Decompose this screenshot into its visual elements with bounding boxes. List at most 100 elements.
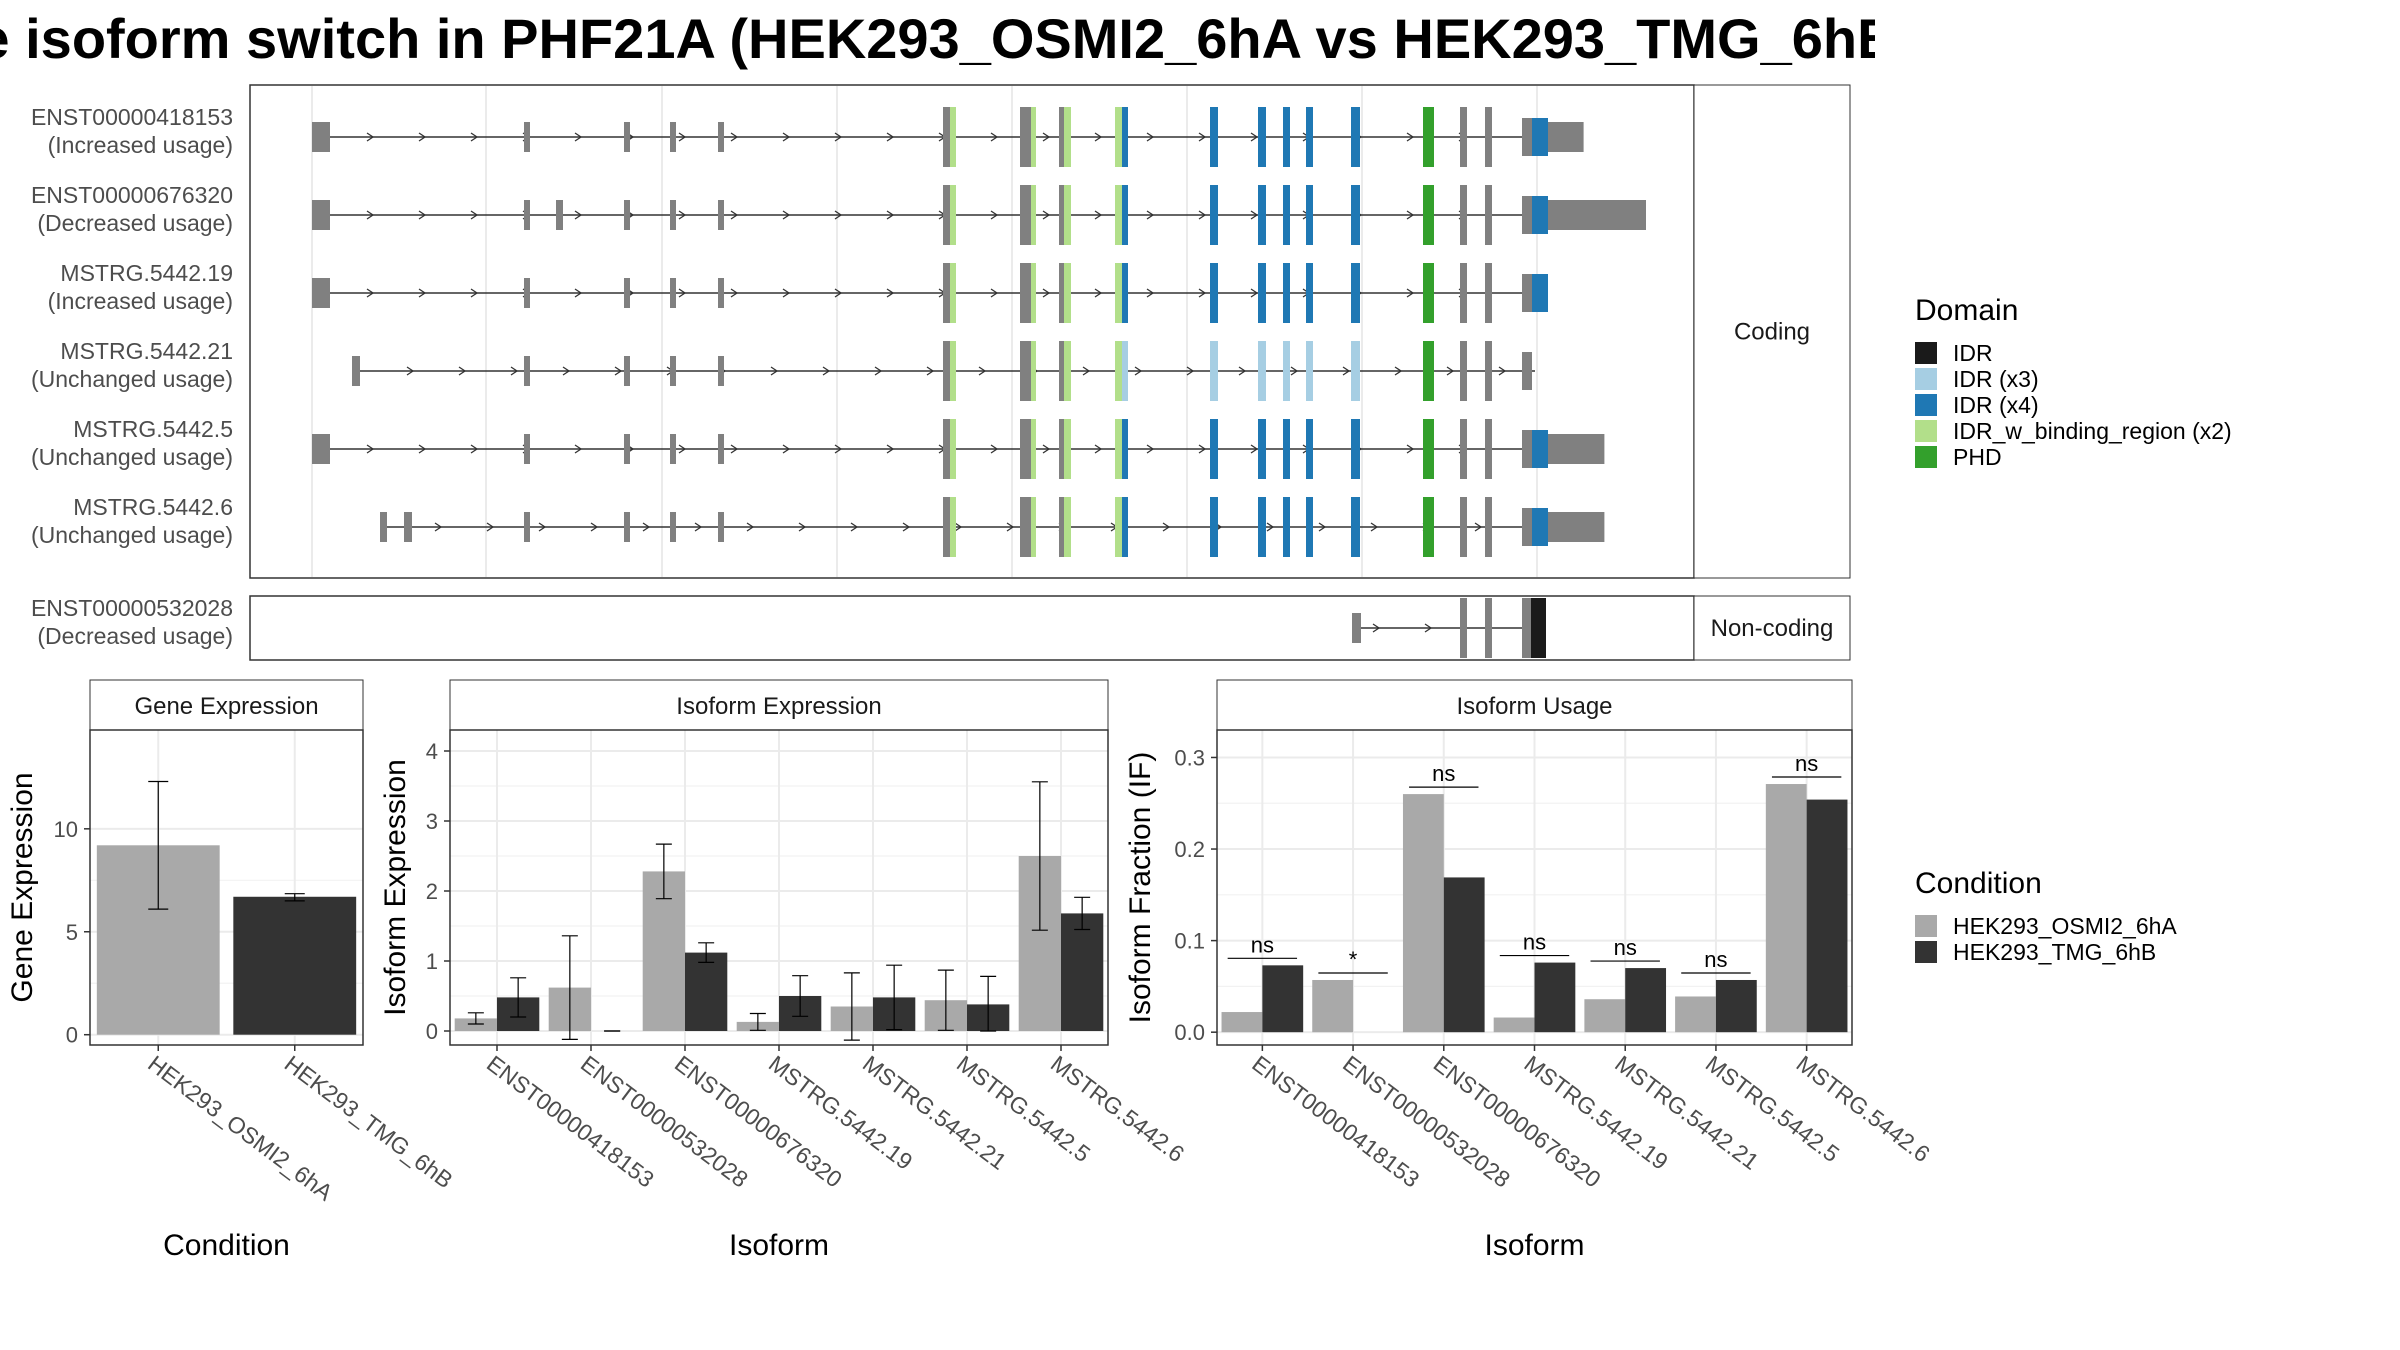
exon (1059, 263, 1064, 323)
intron-arrow (990, 132, 999, 142)
legend-key (1915, 394, 1937, 416)
intron-arrow (990, 210, 999, 220)
intron-arrow (694, 522, 703, 532)
utr-exon (1522, 196, 1532, 234)
intron-arrow (418, 444, 427, 454)
significance-label: ns (1432, 761, 1455, 786)
intron-arrow (1094, 288, 1103, 298)
exon (624, 122, 630, 152)
domain-segment (1031, 263, 1036, 323)
exon (943, 107, 950, 167)
exon (1460, 497, 1467, 557)
utr-exon (352, 356, 360, 386)
exon (1115, 419, 1122, 479)
intron-arrow (1082, 366, 1091, 376)
y-tick-label: 4 (426, 739, 438, 764)
intron-arrow (1134, 366, 1143, 376)
intron-arrow (782, 132, 791, 142)
exon (1115, 497, 1122, 557)
exon (1351, 185, 1360, 245)
transcript-id: ENST00000532028 (31, 595, 233, 621)
domain-segment (950, 497, 956, 557)
intron-arrow (678, 288, 687, 298)
intron-arrow (418, 288, 427, 298)
domain-segment (1532, 430, 1548, 468)
y-axis-title: Gene Expression (6, 772, 39, 1002)
intron-arrow (730, 132, 739, 142)
intron-arrow (1318, 522, 1327, 532)
exon (1306, 107, 1313, 167)
legend-label: HEK293_TMG_6hB (1953, 939, 2156, 965)
panel-isoform-usage: Isoform Usage 0.0 0.1 0.2 0.3 ns ENST000004181… (1124, 679, 1935, 1262)
intron-arrow (902, 522, 911, 532)
intron-arrow (538, 522, 547, 532)
intron-arrow (834, 288, 843, 298)
exon (1306, 419, 1313, 479)
strip-label-noncoding: Non-coding (1711, 615, 1834, 642)
intron-arrow (1146, 444, 1155, 454)
y-axis-title: Isoform Expression (379, 759, 412, 1016)
domain-segment (1064, 263, 1071, 323)
utr-exon (1522, 508, 1532, 546)
exon (1485, 263, 1492, 323)
exon (524, 278, 530, 308)
domain-segment (1122, 419, 1128, 479)
panel-strip (449, 679, 1109, 731)
intron-arrow (1394, 366, 1403, 376)
exon (1460, 263, 1467, 323)
exon (1351, 107, 1360, 167)
legend-label: IDR (x3) (1953, 366, 2039, 392)
legend-key (1915, 342, 1937, 364)
exon (670, 122, 676, 152)
intron-arrow (1370, 522, 1379, 532)
intron-arrow (1006, 522, 1015, 532)
bar (454, 1018, 497, 1031)
legend-key (1915, 941, 1937, 963)
intron-arrow (1238, 366, 1247, 376)
domain-segment (950, 185, 956, 245)
exon (1485, 497, 1492, 557)
intron-arrow (590, 522, 599, 532)
intron-arrow (1198, 444, 1207, 454)
transcript-ENST00000532028: ENST00000532028(Decreased usage) (31, 595, 1546, 658)
transcript-status: (Decreased usage) (37, 210, 233, 236)
intron-arrow (1198, 210, 1207, 220)
exon (1283, 185, 1290, 245)
y-tick-label: 1 (426, 949, 438, 974)
exon (1460, 598, 1467, 658)
exon (718, 122, 724, 152)
intron-arrow (886, 444, 895, 454)
intron-arrow (678, 210, 687, 220)
strip-label-coding: Coding (1734, 319, 1810, 346)
intron-arrow (470, 132, 479, 142)
exon (1258, 497, 1266, 557)
exon (524, 200, 530, 230)
exon (1283, 497, 1290, 557)
intron-arrow (1042, 444, 1051, 454)
domain-segment (1122, 107, 1128, 167)
bar (233, 896, 357, 1035)
exon (1283, 341, 1290, 401)
intron-arrow (798, 522, 807, 532)
legend-label: IDR_w_binding_region (x2) (1953, 418, 2232, 444)
transcript-id: MSTRG.5442.5 (73, 416, 233, 442)
exon (624, 512, 630, 542)
panel-border (89, 729, 364, 1046)
intron-arrow (990, 444, 999, 454)
intron-arrow (746, 522, 755, 532)
x-tick-label: ENST00000676320 (670, 1050, 847, 1192)
y-tick-label: 0.0 (1174, 1020, 1205, 1045)
bar (1402, 794, 1444, 1033)
intron-arrow (470, 210, 479, 220)
intron-arrow (366, 210, 375, 220)
exon (1522, 598, 1531, 658)
exon (1020, 341, 1031, 401)
domain-segment (950, 419, 956, 479)
exon (524, 356, 530, 386)
significance-label: ns (1251, 932, 1274, 957)
intron-arrow (678, 444, 687, 454)
exon (1306, 185, 1313, 245)
y-tick-label: 0 (426, 1019, 438, 1044)
intron-arrow (1250, 444, 1259, 454)
y-tick-label: 3 (426, 809, 438, 834)
